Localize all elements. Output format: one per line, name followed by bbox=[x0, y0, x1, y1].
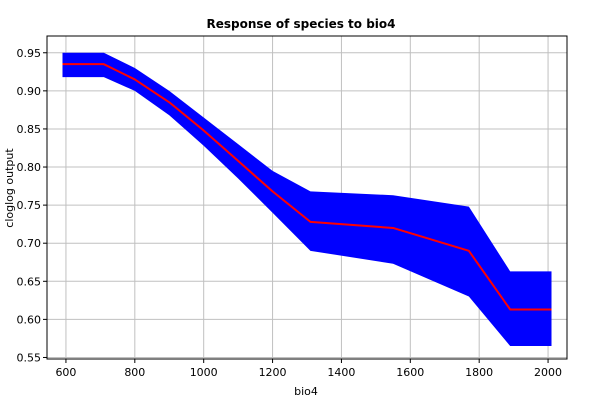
y-tick-label: 0.85 bbox=[17, 123, 42, 136]
x-tick-label: 1400 bbox=[327, 366, 355, 379]
x-tick-label: 2000 bbox=[534, 366, 562, 379]
plot-frame bbox=[46, 35, 568, 360]
y-tick-label: 0.65 bbox=[17, 275, 42, 288]
data-layer bbox=[62, 52, 552, 347]
chart-title: Response of species to bio4 bbox=[206, 17, 395, 31]
x-tick-label: 1200 bbox=[259, 366, 287, 379]
y-tick-label: 0.80 bbox=[17, 161, 42, 174]
x-tick-label: 600 bbox=[55, 366, 76, 379]
y-tick-label: 0.75 bbox=[17, 199, 42, 212]
axes: 600 800 1000 1200 1400 1600 1800 2000 0.55 0.60 0.… bbox=[17, 47, 563, 379]
mean-response-line bbox=[62, 63, 552, 311]
x-tick-label: 1000 bbox=[190, 366, 218, 379]
y-tick-label: 0.70 bbox=[17, 237, 42, 250]
y-tick-label: 0.95 bbox=[17, 47, 42, 60]
y-tick-label: 0.55 bbox=[17, 351, 42, 364]
x-tick-label: 800 bbox=[124, 366, 145, 379]
confidence-band bbox=[62, 52, 552, 347]
y-tick-label: 0.60 bbox=[17, 313, 42, 326]
x-tick-label: 1800 bbox=[465, 366, 493, 379]
x-axis-label: bio4 bbox=[294, 385, 318, 398]
y-tick-label: 0.90 bbox=[17, 85, 42, 98]
x-tick-label: 1600 bbox=[396, 366, 424, 379]
y-axis-label: cloglog output bbox=[3, 148, 16, 228]
